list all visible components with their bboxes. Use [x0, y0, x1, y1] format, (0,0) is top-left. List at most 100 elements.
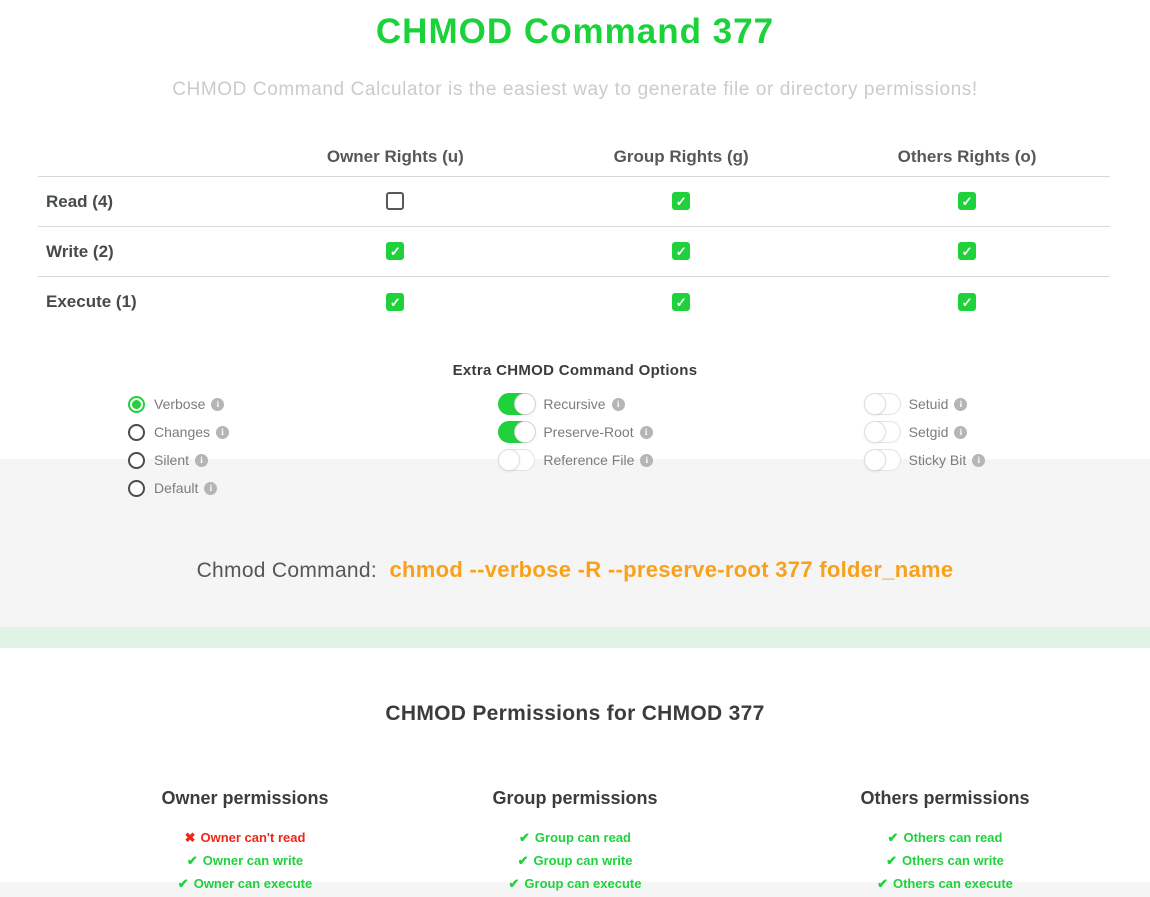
check-icon: [518, 853, 529, 868]
info-icon[interactable]: [195, 453, 209, 467]
info-icon[interactable]: [954, 425, 968, 439]
option-label: Changes: [154, 424, 211, 440]
checkbox-read-others[interactable]: [958, 192, 977, 211]
list-item: Owner can execute: [80, 872, 410, 895]
info-icon[interactable]: [640, 453, 654, 467]
info-icon[interactable]: [204, 481, 218, 495]
group-permissions-title: Group permissions: [492, 788, 658, 808]
option-default: Default: [128, 474, 383, 502]
page-title: CHMOD Command 377: [375, 12, 775, 51]
toggle-setgid[interactable]: [863, 421, 901, 443]
option-label: Sticky Bit: [908, 452, 967, 468]
toggle-sticky-bit[interactable]: [863, 449, 901, 471]
others-permissions-column: Others permissions Others can read Other…: [740, 788, 1150, 895]
list-item: Owner can't read: [80, 826, 410, 849]
column-header-group: Group Rights (g): [613, 147, 749, 166]
list-item: Owner can write: [80, 849, 410, 872]
table-row-read: Read (4): [38, 177, 1110, 227]
command-label: Chmod Command:: [196, 559, 378, 582]
result-columns: Owner permissions Owner can't read Owner…: [80, 788, 1150, 895]
option-setgid: Setgid: [863, 418, 1150, 446]
others-permissions-list: Others can read Others can write Others …: [740, 826, 1150, 895]
row-label-write: Write (2): [46, 241, 114, 261]
permissions-table-header: Owner Rights (u) Group Rights (g) Others…: [38, 138, 1110, 177]
radio-default[interactable]: [128, 479, 145, 497]
option-preserve-root: Preserve-Root: [498, 418, 766, 446]
option-recursive: Recursive: [498, 390, 766, 418]
command-line: Chmod Command: chmod --verbose -R --pres…: [0, 557, 1150, 585]
option-label: Preserve-Root: [543, 424, 634, 440]
option-label: Verbose: [154, 396, 206, 412]
owner-permissions-title: Owner permissions: [161, 788, 329, 808]
checkbox-write-others[interactable]: [958, 242, 977, 261]
option-label: Setuid: [908, 396, 949, 412]
list-item: Group can read: [410, 826, 740, 849]
table-row-execute: Execute (1): [38, 277, 1110, 327]
list-item: Group can write: [410, 849, 740, 872]
list-item: Others can read: [740, 826, 1150, 849]
info-icon[interactable]: [639, 425, 653, 439]
checkbox-read-owner[interactable]: [386, 192, 405, 211]
check-icon: [519, 830, 530, 845]
group-permissions-column: Group permissions Group can read Group c…: [410, 788, 740, 895]
checkbox-execute-group[interactable]: [672, 292, 691, 311]
toggle-reference-file[interactable]: [498, 449, 536, 471]
option-sticky-bit: Sticky Bit: [863, 446, 1150, 474]
verbosity-radio-group: Verbose Changes Silent Default: [0, 390, 383, 502]
checkbox-execute-others[interactable]: [958, 292, 977, 311]
radio-verbose[interactable]: [128, 395, 145, 413]
option-label: Setgid: [908, 424, 949, 440]
check-icon: [509, 876, 520, 891]
option-verbose: Verbose: [128, 390, 383, 418]
checkbox-write-owner[interactable]: [386, 242, 405, 261]
toggle-knob: [498, 449, 521, 471]
owner-permissions-column: Owner permissions Owner can't read Owner…: [80, 788, 410, 895]
option-label: Recursive: [543, 396, 606, 412]
toggle-group-middle: Recursive Preserve-Root Reference File: [383, 390, 766, 502]
checkbox-read-group[interactable]: [672, 192, 691, 211]
check-icon: [187, 853, 198, 868]
list-item: Others can execute: [740, 872, 1150, 895]
page-subtitle: CHMOD Command Calculator is the easiest …: [172, 79, 978, 100]
toggle-knob: [863, 393, 886, 415]
toggle-recursive[interactable]: [498, 393, 537, 415]
option-silent: Silent: [128, 446, 383, 474]
info-icon[interactable]: [972, 453, 986, 467]
row-label-execute: Execute (1): [46, 292, 137, 311]
info-icon[interactable]: [211, 397, 225, 411]
radio-changes[interactable]: [128, 423, 145, 441]
option-label: Silent: [154, 452, 190, 468]
options-heading: Extra CHMOD Command Options: [452, 362, 698, 379]
check-icon: [886, 853, 897, 868]
toggle-setuid[interactable]: [863, 393, 901, 415]
column-header-others: Others Rights (o): [897, 147, 1037, 166]
checkbox-execute-owner[interactable]: [386, 292, 405, 311]
list-item: Others can write: [740, 849, 1150, 872]
check-icon: [888, 830, 899, 845]
info-icon[interactable]: [216, 425, 230, 439]
permissions-table: Owner Rights (u) Group Rights (g) Others…: [38, 138, 1110, 327]
cross-icon: [185, 830, 196, 845]
toggle-group-right: Setuid Setgid Sticky Bit: [767, 390, 1150, 502]
info-icon[interactable]: [954, 397, 968, 411]
others-permissions-title: Others permissions: [860, 788, 1030, 808]
result-heading: CHMOD Permissions for CHMOD 377: [385, 702, 765, 725]
owner-permissions-list: Owner can't read Owner can write Owner c…: [80, 826, 410, 895]
toggle-knob: [863, 449, 886, 471]
option-label: Reference File: [543, 452, 635, 468]
column-header-owner: Owner Rights (u): [326, 147, 464, 166]
info-icon[interactable]: [611, 397, 625, 411]
toggle-preserve-root[interactable]: [498, 421, 537, 443]
option-reference-file: Reference File: [498, 446, 766, 474]
option-changes: Changes: [128, 418, 383, 446]
footer-strip: [0, 882, 1150, 897]
options-grid: Verbose Changes Silent Default: [0, 390, 1150, 502]
gray-section-background: [0, 459, 1150, 627]
table-row-write: Write (2): [38, 227, 1110, 277]
radio-silent[interactable]: [128, 451, 145, 469]
option-setuid: Setuid: [863, 390, 1150, 418]
group-permissions-list: Group can read Group can write Group can…: [410, 826, 740, 895]
checkbox-write-group[interactable]: [672, 242, 691, 261]
toggle-knob: [514, 421, 537, 443]
command-value: chmod --verbose -R --preserve-root 377 f…: [389, 557, 954, 582]
